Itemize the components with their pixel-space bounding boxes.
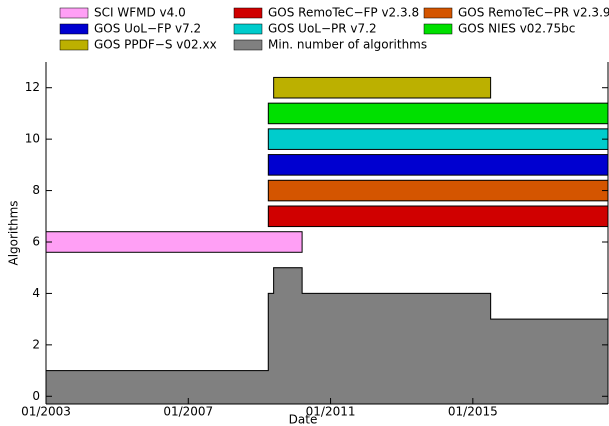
legend-swatch xyxy=(233,23,263,35)
bar xyxy=(267,102,608,125)
bar xyxy=(46,231,303,253)
area-step xyxy=(46,370,269,404)
x-tick-label: 01/2011 xyxy=(306,405,356,419)
area-step xyxy=(490,318,608,404)
legend-label: GOS UoL−FP v7.2 xyxy=(94,22,201,36)
bar xyxy=(267,128,608,150)
legend-label: GOS PPDF−S v02.xx xyxy=(94,38,217,52)
bar xyxy=(267,179,608,202)
y-tick-label: 6 xyxy=(32,235,40,249)
area-step xyxy=(301,292,492,404)
bar xyxy=(267,154,608,176)
legend-swatch xyxy=(59,39,89,51)
legend-swatch xyxy=(423,23,453,35)
y-tick-label: 8 xyxy=(32,183,40,197)
y-tick-label: 12 xyxy=(25,80,40,94)
y-tick-label: 2 xyxy=(32,337,40,351)
x-tick-label: 01/2015 xyxy=(448,405,498,419)
legend-swatch xyxy=(423,7,453,19)
y-tick-label: 0 xyxy=(32,389,40,403)
area-step xyxy=(267,292,275,404)
area-step xyxy=(273,267,303,404)
y-axis-label: Algorithms xyxy=(7,200,21,265)
x-tick-label: 01/2003 xyxy=(21,405,71,419)
x-axis-label: Date xyxy=(289,413,318,426)
legend-label: Min. number of algorithms xyxy=(268,38,427,52)
y-tick-label: 10 xyxy=(25,132,40,146)
legend-label: GOS RemoTeC−PR v2.3.9 xyxy=(458,6,609,20)
legend-swatch xyxy=(233,39,263,51)
area-outline xyxy=(46,267,608,372)
legend-swatch xyxy=(59,7,89,19)
x-tick-label: 01/2007 xyxy=(163,405,213,419)
legend-label: SCI WFMD v4.0 xyxy=(94,6,186,20)
legend-label: GOS NIES v02.75bc xyxy=(458,22,575,36)
legend-label: GOS RemoTeC−FP v2.3.8 xyxy=(268,6,419,20)
bar xyxy=(267,205,608,228)
legend-swatch xyxy=(59,23,89,35)
bar xyxy=(273,76,492,99)
legend-swatch xyxy=(233,7,263,19)
y-tick-label: 4 xyxy=(32,286,40,300)
plot-area xyxy=(46,76,608,404)
legend-label: GOS UoL−PR v7.2 xyxy=(268,22,377,36)
